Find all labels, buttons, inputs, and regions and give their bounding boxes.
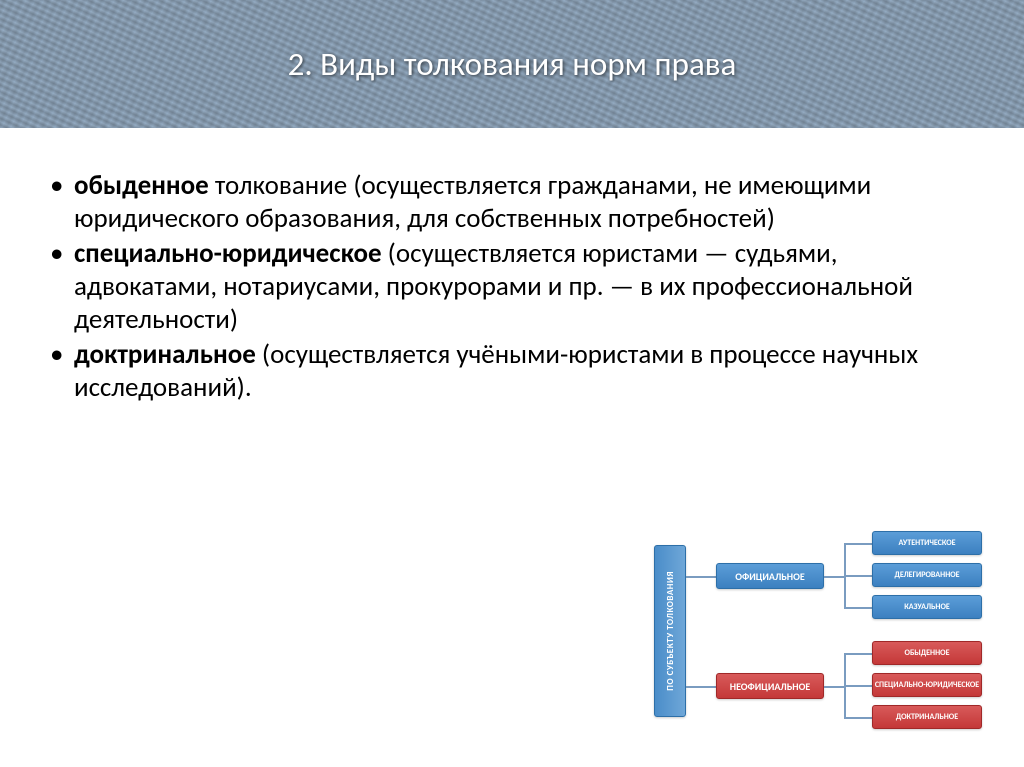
connector <box>824 686 844 688</box>
connector <box>844 543 872 545</box>
connector <box>686 686 716 688</box>
connector <box>824 576 844 578</box>
connector <box>686 576 716 578</box>
connector <box>844 575 872 577</box>
diagram-mid-label: ОФИЦИАЛЬНОЕ <box>735 570 804 583</box>
bullet-bold: обыденное <box>74 169 209 202</box>
diagram-mid-official: ОФИЦИАЛЬНОЕ <box>716 563 824 589</box>
diagram-leaf: СПЕЦИАЛЬНО-ЮРИДИЧЕСКОЕ <box>872 673 982 697</box>
diagram-mid-unofficial: НЕОФИЦИАЛЬНОЕ <box>716 673 824 699</box>
classification-diagram: ПО СУБЪЕКТУ ТОЛКОВАНИЯ ОФИЦИАЛЬНОЕ НЕОФИ… <box>654 527 994 737</box>
connector <box>844 685 872 687</box>
bullet-item: доктринальное (осуществляется учёными-юр… <box>44 339 980 405</box>
diagram-leaf-label: АУТЕНТИЧЕСКОЕ <box>898 539 955 547</box>
diagram-leaf-label: СПЕЦИАЛЬНО-ЮРИДИЧЕСКОЕ <box>875 681 979 689</box>
slide-content: обыденное толкование (осуществляется гра… <box>0 128 1024 405</box>
diagram-leaf-label: КАЗУАЛЬНОЕ <box>904 603 950 611</box>
slide-title: 2. Виды толкования норм права <box>288 44 737 84</box>
diagram-leaf: ДЕЛЕГИРОВАННОЕ <box>872 563 982 587</box>
diagram-leaf: ОБЫДЕННОЕ <box>872 641 982 665</box>
bullet-item: обыденное толкование (осуществляется гра… <box>44 170 980 236</box>
diagram-root-label: ПО СУБЪЕКТУ ТОЛКОВАНИЯ <box>665 571 676 691</box>
slide-header: 2. Виды толкования норм права <box>0 0 1024 128</box>
bullet-bold: специально-юридическое <box>74 237 382 270</box>
diagram-leaf-label: ДОКТРИНАЛЬНОЕ <box>896 713 958 721</box>
connector <box>844 717 872 719</box>
diagram-leaf-label: ОБЫДЕННОЕ <box>905 649 950 657</box>
diagram-leaf: КАЗУАЛЬНОЕ <box>872 595 982 619</box>
connector <box>844 607 872 609</box>
connector <box>844 653 872 655</box>
diagram-leaf: ДОКТРИНАЛЬНОЕ <box>872 705 982 729</box>
diagram-root: ПО СУБЪЕКТУ ТОЛКОВАНИЯ <box>654 545 686 717</box>
diagram-mid-label: НЕОФИЦИАЛЬНОЕ <box>730 680 810 693</box>
bullet-bold: доктринальное <box>74 338 256 371</box>
diagram-leaf: АУТЕНТИЧЕСКОЕ <box>872 531 982 555</box>
bullet-list: обыденное толкование (осуществляется гра… <box>44 170 980 405</box>
bullet-item: специально-юридическое (осуществляется ю… <box>44 238 980 337</box>
diagram-leaf-label: ДЕЛЕГИРОВАННОЕ <box>894 571 959 579</box>
